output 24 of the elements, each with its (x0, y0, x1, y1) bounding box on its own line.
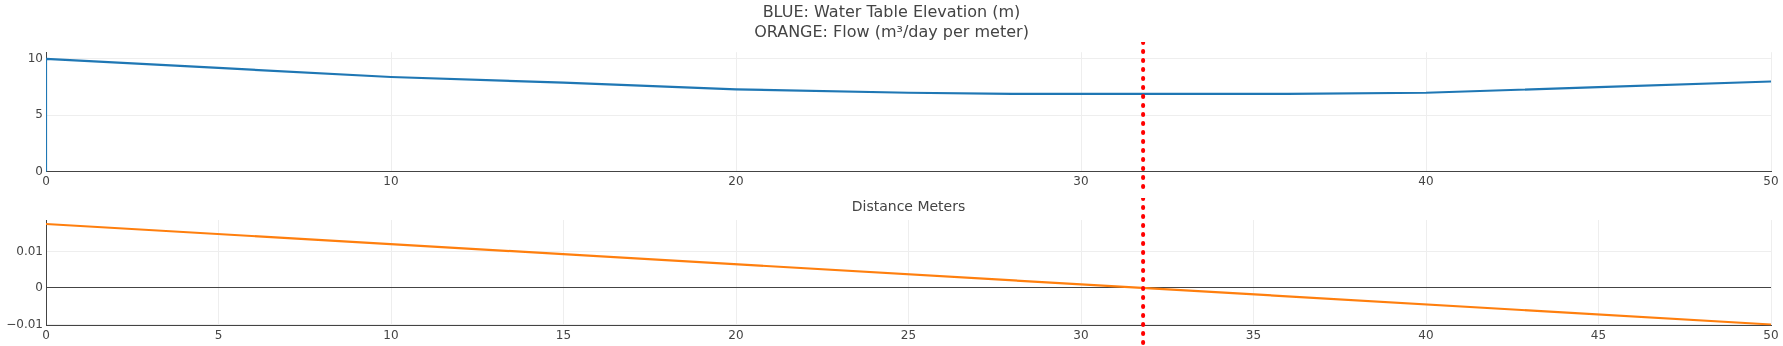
x-tick-label: 15 (555, 327, 572, 342)
x-tick-label: 20 (728, 327, 744, 342)
y-tick-label: 0 (35, 163, 43, 178)
x-tick-label: 35 (1245, 327, 1262, 342)
x-tick-label: 40 (1418, 173, 1434, 188)
y-tick-label: −0.01 (6, 316, 43, 331)
y-tick-label: 10 (27, 51, 43, 66)
x-tick-label: 50 (1763, 327, 1779, 342)
y-tick-label: 5 (35, 107, 43, 122)
x-tick-label: 40 (1418, 327, 1434, 342)
x-tick-label: 45 (1590, 327, 1607, 342)
y-tick-label: 0 (35, 280, 43, 295)
x-tick-label: 30 (1073, 327, 1089, 342)
chart-subtitle: ORANGE: Flow (m³/day per meter) (753, 22, 1030, 41)
y-tick-label: 0.01 (16, 243, 43, 258)
chart-title: BLUE: Water Table Elevation (m) (761, 2, 1022, 21)
x-tick-label: 50 (1763, 173, 1779, 188)
x-tick-label: 30 (1073, 173, 1089, 188)
x-tick-label: 10 (383, 327, 399, 342)
x-tick-label: 10 (383, 173, 399, 188)
x-axis-title: Distance Meters (851, 197, 966, 214)
x-tick-label: 25 (900, 327, 917, 342)
x-tick-label: 5 (214, 327, 223, 342)
x-tick-label: 20 (728, 173, 744, 188)
